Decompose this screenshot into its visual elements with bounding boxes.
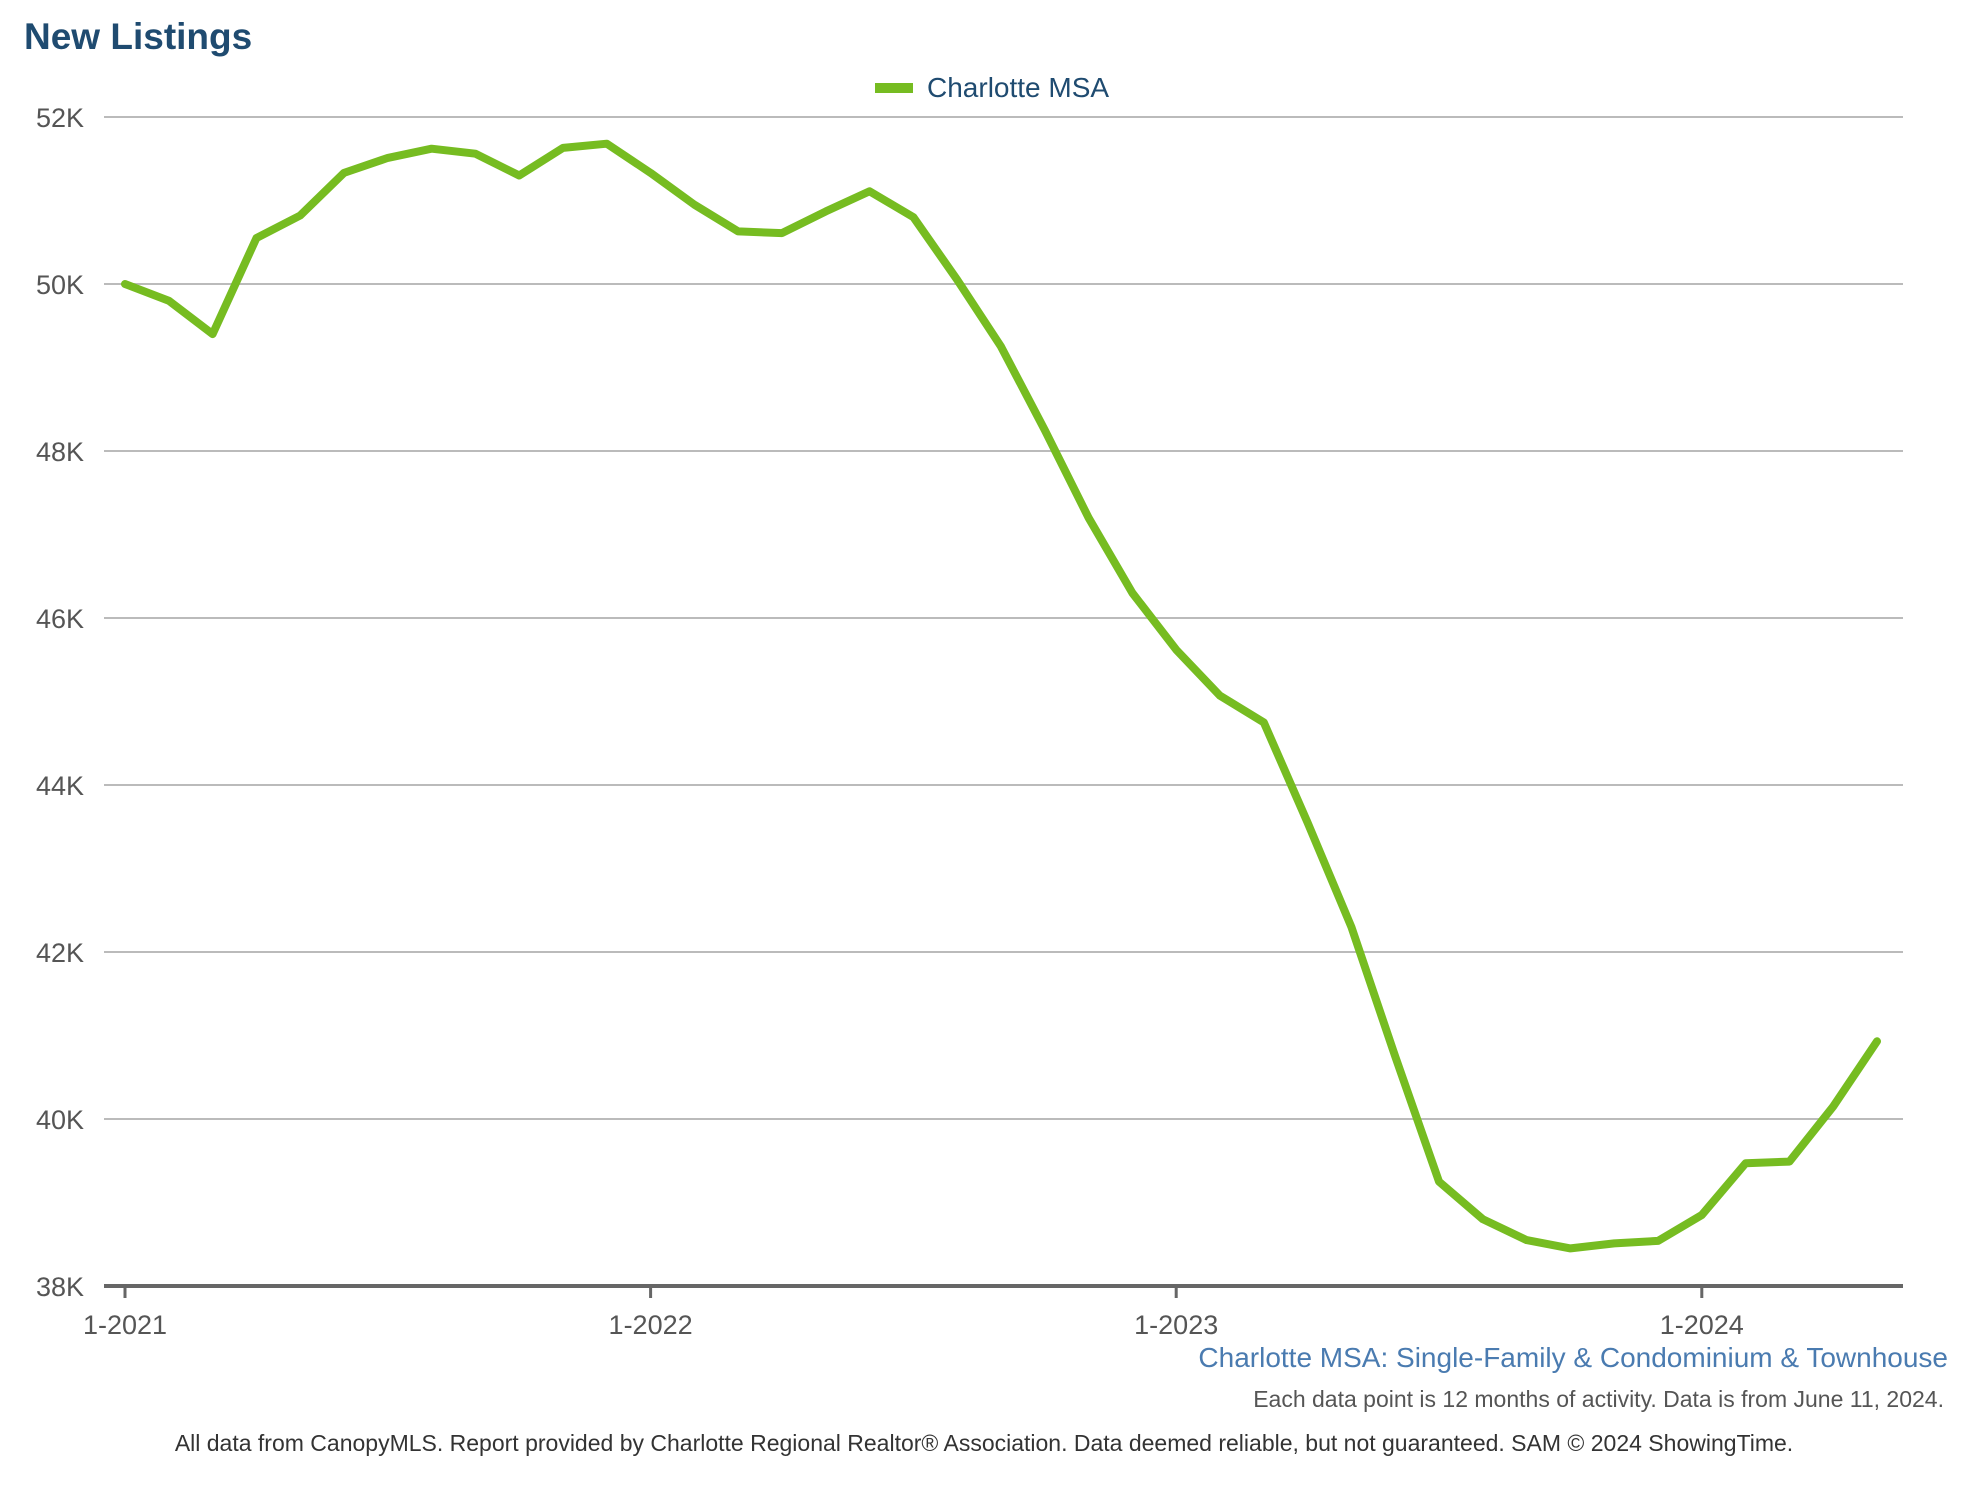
series-layer — [121, 139, 1881, 1253]
data-point — [1219, 695, 1221, 697]
data-point — [737, 230, 739, 232]
data-point — [1657, 1240, 1659, 1242]
data-point — [1263, 721, 1265, 723]
footer-credits: All data from CanopyMLS. Report provided… — [174, 1430, 1794, 1456]
data-point — [1438, 1181, 1440, 1183]
data-point — [255, 237, 257, 239]
legend-swatch — [875, 83, 913, 93]
data-point — [1088, 517, 1090, 519]
data-point — [1745, 1162, 1747, 1164]
data-point — [1394, 1055, 1396, 1057]
x-tick-label: 1-2024 — [1660, 1310, 1744, 1340]
data-point — [168, 300, 170, 302]
data-point — [1000, 346, 1002, 348]
data-point — [1350, 926, 1352, 928]
data-point — [212, 333, 214, 335]
data-point — [1307, 822, 1309, 824]
data-point — [1876, 1040, 1878, 1042]
x-tick-label: 1-2022 — [609, 1310, 693, 1340]
y-tick-label: 42K — [36, 938, 84, 968]
data-point — [431, 148, 433, 150]
data-point — [1701, 1214, 1703, 1216]
data-point — [606, 143, 608, 145]
y-tick-label: 40K — [36, 1105, 84, 1135]
y-tick-label: 46K — [36, 604, 84, 634]
data-point — [912, 216, 914, 218]
y-tick-label: 38K — [36, 1272, 84, 1302]
x-axis: 1-2021 1-2022 1-2023 1-2024 — [83, 1284, 1903, 1340]
series-line-charlotte-msa — [121, 139, 1881, 1253]
data-point — [1131, 592, 1133, 594]
chart-title: New Listings — [24, 16, 253, 57]
data-point — [1044, 429, 1046, 431]
x-tick-label: 1-2021 — [83, 1310, 167, 1340]
data-point — [1175, 649, 1177, 651]
legend: Charlotte MSA — [875, 72, 1109, 104]
data-point — [1482, 1218, 1484, 1220]
data-point — [518, 174, 520, 176]
data-point — [562, 147, 564, 149]
chart-subtitle: Charlotte MSA: Single-Family & Condomini… — [1198, 1342, 1948, 1373]
data-point — [693, 204, 695, 206]
data-point — [781, 232, 783, 234]
data-point — [650, 172, 652, 174]
data-point — [956, 279, 958, 281]
data-point — [869, 190, 871, 192]
data-point — [825, 210, 827, 212]
data-point — [1832, 1105, 1834, 1107]
legend-label: Charlotte MSA — [927, 72, 1110, 103]
data-point — [1613, 1242, 1615, 1244]
data-note: Each data point is 12 months of activity… — [1253, 1386, 1944, 1412]
y-tick-label: 50K — [36, 270, 84, 300]
data-point — [299, 215, 301, 217]
data-point — [1526, 1239, 1528, 1241]
data-point — [387, 157, 389, 159]
y-axis: 38K 40K 42K 44K 46K 48K 50K 52K — [36, 103, 84, 1302]
data-point — [1569, 1247, 1571, 1249]
data-point — [474, 153, 476, 155]
data-point — [343, 172, 345, 174]
data-point — [124, 283, 126, 285]
y-tick-label: 52K — [36, 103, 84, 133]
y-tick-label: 48K — [36, 437, 84, 467]
y-tick-label: 44K — [36, 771, 84, 801]
data-point — [1788, 1161, 1790, 1163]
x-tick-label: 1-2023 — [1134, 1310, 1218, 1340]
gridlines — [104, 116, 1903, 1120]
